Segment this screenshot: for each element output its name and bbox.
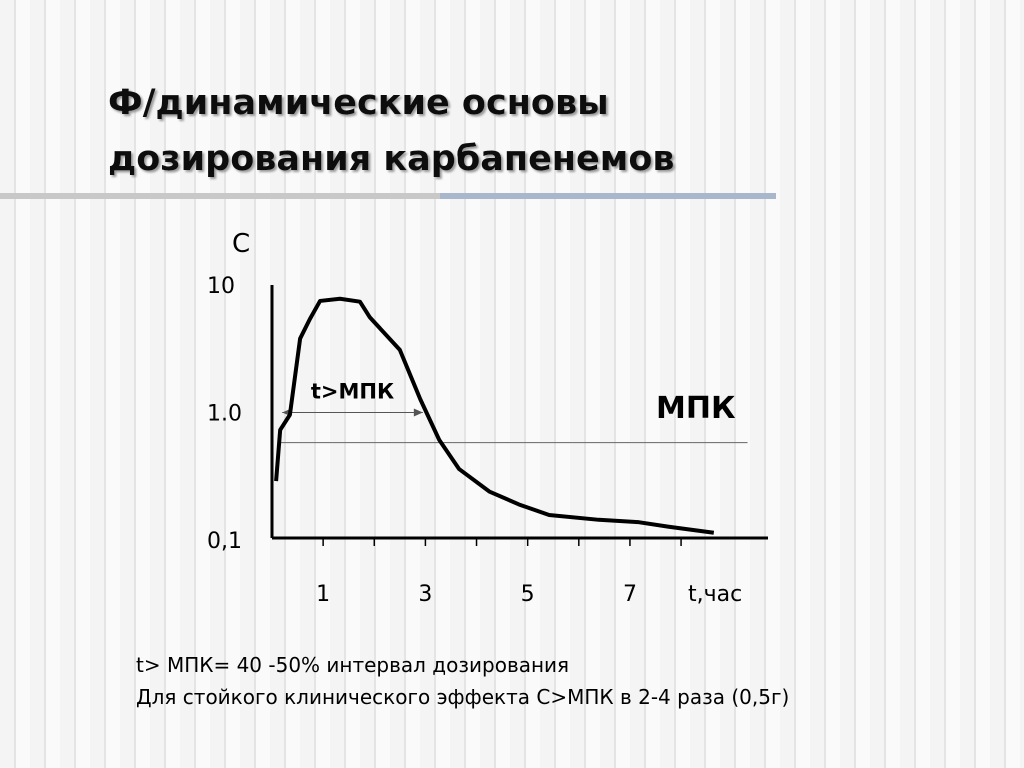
y-tick-label: 1.0 — [207, 402, 242, 427]
note: Для стойкого клинического эффекта С>МПК … — [136, 685, 789, 709]
x-tick-label: 1 — [316, 582, 330, 607]
x-tick-label: 5 — [521, 582, 535, 607]
title-rule — [440, 193, 776, 199]
title-line: Ф/динамические основы — [108, 83, 609, 123]
interval-label: t>МПК — [311, 380, 394, 404]
note: t> МПК= 40 -50% интервал дозирования — [136, 653, 569, 677]
title-line: дозирования карбапенемов — [108, 139, 675, 179]
x-tick-label: 3 — [418, 582, 432, 607]
title-rule — [0, 193, 440, 199]
x-axis-label: t,час — [688, 582, 742, 607]
y-tick-label: 0,1 — [207, 529, 242, 554]
concentration-curve — [274, 296, 715, 535]
threshold-label: МПК — [656, 391, 736, 426]
y-tick-label: 10 — [207, 274, 235, 299]
y-axis-label: С — [232, 229, 250, 259]
x-tick-label: 7 — [623, 582, 637, 607]
